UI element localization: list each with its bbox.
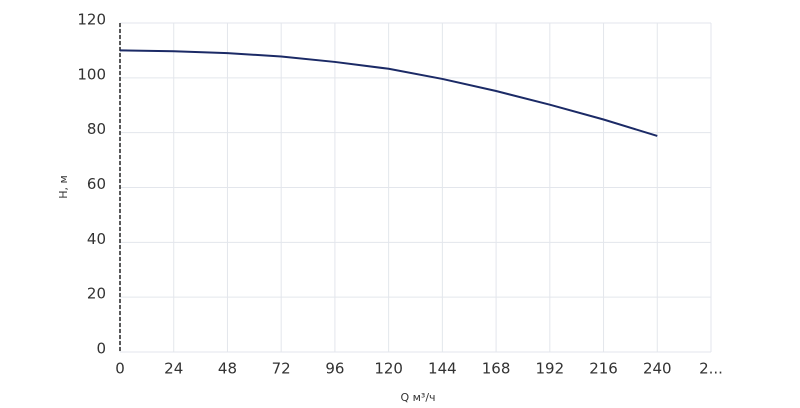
x-axis-label: Q м³/ч xyxy=(400,391,435,404)
x-tick-label: 96 xyxy=(325,360,344,378)
x-tick-label: 72 xyxy=(272,360,291,378)
x-tick-label: 192 xyxy=(535,360,564,378)
x-tick-label: 24 xyxy=(164,360,183,378)
x-tick-label: 144 xyxy=(428,360,457,378)
x-tick-label: 168 xyxy=(482,360,511,378)
x-tick-label: 48 xyxy=(218,360,237,378)
y-tick-label: 40 xyxy=(87,230,106,248)
y-tick-label: 120 xyxy=(77,11,106,29)
y-tick-label: 20 xyxy=(87,285,106,303)
y-tick-label: 60 xyxy=(87,175,106,193)
x-tick-label: 0 xyxy=(115,360,125,378)
x-tick-label: 240 xyxy=(643,360,672,378)
line-series xyxy=(119,49,658,137)
y-tick-label: 100 xyxy=(77,65,106,83)
x-tick-label: 120 xyxy=(374,360,403,378)
y-tick-label: 0 xyxy=(96,340,106,358)
y-tick-label: 80 xyxy=(87,120,106,138)
x-tick-label: 216 xyxy=(589,360,618,378)
y-axis-label: H, м xyxy=(57,175,70,199)
x-tick-label: 2... xyxy=(699,360,723,378)
